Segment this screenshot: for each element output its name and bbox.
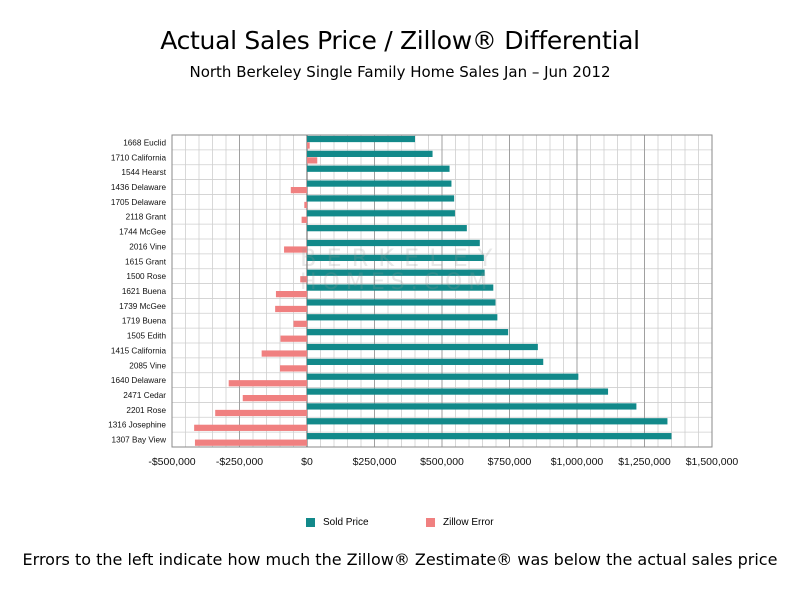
- bar-sold-price: [307, 388, 609, 395]
- x-tick-label: $500,000: [420, 456, 464, 468]
- bar-zillow-error: [307, 142, 310, 149]
- bar-zillow-error: [290, 187, 307, 194]
- bar-zillow-error: [284, 246, 307, 253]
- bar-zillow-error: [194, 424, 307, 431]
- bar-sold-price: [307, 314, 498, 321]
- bar-sold-price: [307, 180, 452, 187]
- bar-sold-price: [307, 299, 496, 306]
- bar-zillow-error: [301, 216, 307, 223]
- category-label: 1316 Josephine: [108, 421, 166, 430]
- x-tick-label: $250,000: [353, 456, 397, 468]
- category-label: 2016 Vine: [129, 242, 166, 251]
- bar-sold-price: [307, 165, 450, 172]
- legend-item-sold-price: Sold Price: [306, 517, 369, 528]
- category-label: 1615 Grant: [125, 257, 167, 266]
- bar-sold-price: [307, 358, 544, 365]
- bar-sold-price: [307, 135, 415, 143]
- category-label: 1668 Euclid: [123, 138, 166, 147]
- category-label: 2201 Rose: [126, 406, 166, 415]
- bar-sold-price: [307, 343, 538, 351]
- legend-label-zillow-error: Zillow Error: [443, 517, 494, 528]
- legend-swatch-zillow-error: [426, 518, 435, 527]
- plot-frame: [171, 134, 713, 448]
- bar-sold-price: [307, 239, 480, 247]
- category-label: 1744 McGee: [119, 228, 166, 237]
- bar-zillow-error: [293, 320, 307, 327]
- category-label: 1505 Edith: [127, 332, 167, 341]
- chart-subtitle: North Berkeley Single Family Home Sales …: [189, 63, 611, 81]
- bar-sold-price: [307, 195, 455, 202]
- category-label: 1436 Delaware: [111, 183, 167, 192]
- legend-label-sold-price: Sold Price: [323, 517, 369, 528]
- bar-sold-price: [307, 284, 494, 291]
- bar-sold-price: [307, 150, 433, 157]
- chart-footnote: Errors to the left indicate how much the…: [22, 550, 778, 569]
- bar-sold-price: [307, 225, 467, 232]
- chart-title: Actual Sales Price / Zillow® Differentia…: [160, 26, 640, 55]
- x-tick-label: $0: [301, 456, 313, 468]
- bar-zillow-error: [275, 305, 307, 313]
- bar-zillow-error: [194, 439, 307, 446]
- category-label: 1307 Bay View: [112, 436, 167, 445]
- bar-sold-price: [307, 254, 484, 261]
- bar-sold-price: [307, 210, 455, 217]
- bar-zillow-error: [261, 350, 307, 357]
- x-tick-label: $750,000: [488, 456, 532, 468]
- x-tick-label: -$250,000: [216, 456, 263, 468]
- bar-sold-price: [307, 269, 485, 276]
- x-tick-label: $1,500,000: [686, 456, 739, 468]
- bar-zillow-error: [242, 395, 307, 402]
- bar-zillow-error: [275, 291, 307, 298]
- bar-zillow-error: [228, 380, 307, 387]
- category-label: 1710 California: [111, 153, 167, 162]
- bar-sold-price: [307, 418, 668, 425]
- category-label: 1415 California: [111, 346, 167, 355]
- bar-sold-price: [307, 329, 509, 336]
- bar-zillow-error: [300, 276, 307, 283]
- legend-swatch-sold-price: [306, 518, 315, 527]
- category-label: 1621 Buena: [122, 287, 167, 296]
- category-label: 1719 Buena: [122, 317, 167, 326]
- category-label: 1544 Hearst: [121, 168, 166, 177]
- category-label: 2118 Grant: [126, 213, 167, 222]
- bar-sold-price: [307, 373, 579, 380]
- bar-zillow-error: [280, 365, 307, 372]
- category-label: 2471 Cedar: [123, 391, 166, 400]
- bar-zillow-error: [307, 157, 318, 164]
- category-label: 2085 Vine: [129, 361, 166, 370]
- category-label: 1739 McGee: [119, 302, 166, 311]
- legend-item-zillow-error: Zillow Error: [426, 517, 494, 528]
- x-tick-label: -$500,000: [148, 456, 195, 468]
- bar-zillow-error: [215, 409, 307, 417]
- bar-zillow-error: [304, 201, 307, 209]
- bar-sold-price: [307, 403, 637, 410]
- bar-zillow-error: [280, 335, 307, 342]
- category-label: 1500 Rose: [126, 272, 166, 281]
- x-tick-label: $1,250,000: [618, 456, 671, 468]
- x-tick-label: $1,000,000: [551, 456, 604, 468]
- bar-sold-price: [307, 433, 672, 440]
- category-label: 1640 Delaware: [111, 376, 167, 385]
- category-label: 1705 Delaware: [111, 198, 167, 207]
